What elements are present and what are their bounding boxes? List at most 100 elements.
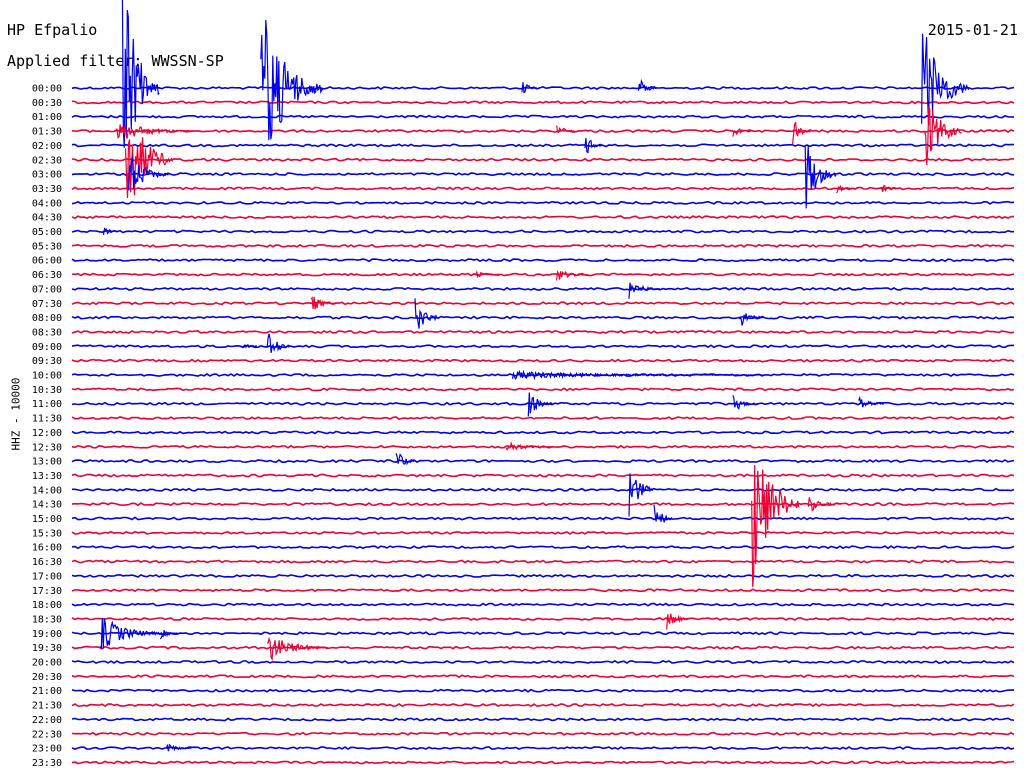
seismic-trace	[71, 588, 1015, 593]
seismic-event	[556, 125, 575, 134]
seismic-trace	[71, 358, 1015, 363]
seismic-trace	[71, 616, 1015, 621]
row-time-label: 11:30	[32, 414, 62, 425]
row-time-label: 15:30	[32, 528, 62, 539]
row-time-label: 01:30	[32, 127, 62, 138]
seismic-trace	[71, 459, 1015, 464]
row-time-label: 13:30	[32, 471, 62, 482]
row-time-label: 20:00	[32, 658, 62, 669]
seismic-trace	[71, 502, 1015, 507]
seismic-trace	[71, 272, 1015, 277]
seismic-event	[556, 269, 588, 281]
row-time-label: 12:00	[32, 428, 62, 439]
row-time-label: 10:30	[32, 385, 62, 396]
row-time-label: 04:30	[32, 213, 62, 224]
row-time-label: 06:00	[32, 256, 62, 267]
seismic-trace	[71, 416, 1015, 420]
row-time-label: 10:00	[32, 371, 62, 382]
seismic-trace	[71, 215, 1015, 220]
row-time-label: 08:30	[32, 327, 62, 338]
row-time-label: 05:30	[32, 241, 62, 252]
seismic-trace	[71, 631, 1015, 636]
seismic-trace	[71, 143, 1014, 148]
seismic-trace	[71, 129, 1015, 134]
seismic-event	[128, 156, 169, 191]
seismic-trace	[71, 157, 1014, 162]
seismic-trace	[71, 760, 1015, 765]
row-time-label: 18:00	[32, 600, 62, 611]
seismic-event	[637, 78, 657, 91]
seismic-trace	[71, 114, 1015, 119]
row-time-label: 09:30	[32, 356, 62, 367]
station-name: HP Efpalio	[7, 21, 98, 39]
seismic-trace	[71, 315, 1015, 320]
seismic-event	[804, 145, 837, 209]
seismic-trace	[71, 746, 1015, 751]
seismic-event	[628, 282, 661, 299]
seismic-event	[102, 227, 119, 236]
row-time-label: 15:00	[32, 514, 62, 525]
seismic-event	[666, 613, 690, 630]
row-time-label: 12:30	[32, 442, 62, 453]
seismic-event	[751, 465, 800, 587]
row-time-label: 16:30	[32, 557, 62, 568]
seismic-trace	[71, 430, 1015, 435]
seismic-trace	[71, 674, 1015, 679]
seismic-event	[241, 343, 257, 349]
row-time-label: 22:00	[32, 715, 62, 726]
seismic-trace	[71, 100, 1015, 105]
seismic-event	[474, 270, 500, 279]
seismic-trace	[71, 645, 1015, 650]
seismic-event	[260, 19, 324, 141]
seismic-event	[739, 313, 765, 326]
seismic-event	[628, 473, 654, 517]
row-time-label: 11:00	[32, 399, 62, 410]
row-time-label: 20:30	[32, 672, 62, 683]
seismic-trace	[71, 243, 1015, 248]
tick-label-group: 00:00 00:30 01:00 01:30 02:00 02:30 03:00 03:30…	[32, 84, 62, 769]
record-date: 2015-01-21	[927, 21, 1018, 39]
row-time-label: 13:00	[32, 457, 62, 468]
filter-label: Applied filter: WWSSN-SP	[7, 52, 224, 70]
row-time-label: 09:00	[32, 342, 62, 353]
seismic-trace	[71, 444, 1015, 449]
seismic-event	[836, 184, 855, 194]
seismic-event	[584, 137, 604, 154]
seismic-trace	[71, 703, 1015, 708]
seismic-event	[653, 504, 673, 524]
row-time-label: 02:00	[32, 141, 62, 152]
seismic-event	[521, 82, 538, 94]
seismic-trace	[71, 229, 1014, 234]
row-time-label: 00:30	[32, 98, 62, 109]
row-time-label: 19:30	[32, 643, 62, 654]
seismic-trace	[71, 172, 1015, 177]
row-time-label: 03:30	[32, 184, 62, 195]
row-time-label: 21:00	[32, 686, 62, 697]
seismic-event	[921, 33, 970, 126]
seismic-event	[165, 743, 192, 752]
seismic-event	[414, 298, 441, 329]
seismic-trace	[71, 573, 1015, 578]
row-time-label: 14:30	[32, 500, 62, 511]
row-time-label: 18:30	[32, 614, 62, 625]
row-time-label: 01:00	[32, 112, 62, 123]
trace-group	[71, 0, 1015, 765]
seismic-event	[115, 124, 195, 139]
row-time-label: 17:00	[32, 571, 62, 582]
row-time-label: 07:00	[32, 284, 62, 295]
seismic-event	[159, 630, 179, 640]
seismic-event	[792, 122, 811, 145]
row-time-label: 22:30	[32, 729, 62, 740]
seismic-trace	[71, 344, 1014, 349]
row-time-label: 06:30	[32, 270, 62, 281]
seismic-trace	[71, 530, 1015, 535]
seismic-event	[395, 453, 415, 466]
seismic-trace	[71, 659, 1015, 665]
row-time-label: 07:30	[32, 299, 62, 310]
seismic-trace	[71, 200, 1015, 205]
seismic-event	[858, 395, 884, 408]
row-time-label: 16:00	[32, 543, 62, 554]
seismic-event	[266, 636, 330, 662]
seismic-trace	[71, 545, 1015, 550]
